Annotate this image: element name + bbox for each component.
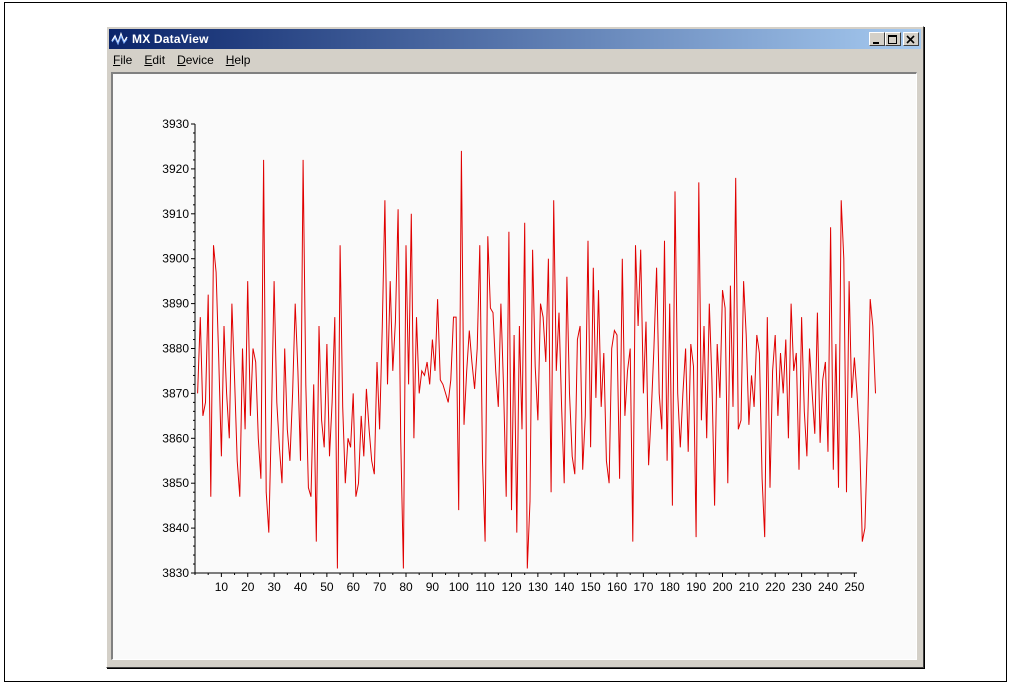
y-tick-label: 3860 [162,431,189,445]
y-tick-labels: 3830 3840 3850 3860 3870 3880 3890 3900 3910 3920… [162,117,189,580]
series-line [197,150,876,569]
x-tick-label: 120 [501,580,521,594]
y-tick-label: 3830 [162,566,189,580]
window-title: MX DataView [132,32,209,46]
x-tick-label: 90 [426,580,440,594]
x-tick-label: 70 [373,580,387,594]
x-tick-label: 240 [818,580,838,594]
x-tick-label: 10 [215,580,229,594]
minimize-icon [873,42,879,44]
menu-bar: File Edit Device Help [109,51,921,69]
x-tick-label: 130 [528,580,548,594]
x-tick-label: 200 [712,580,732,594]
y-tick-label: 3920 [162,162,189,176]
window-controls [869,32,919,46]
chart-axes [191,123,857,577]
x-tick-label: 150 [581,580,601,594]
x-tick-label: 110 [476,580,495,594]
waveform-app-icon [111,31,129,47]
x-tick-label: 210 [739,580,759,594]
app-window: MX DataView [106,26,924,668]
x-tick-label: 160 [607,580,627,594]
plot-series [197,150,876,569]
x-tick-label: 20 [241,580,255,594]
y-tick-label: 3900 [162,252,189,266]
x-tick-labels: 10 20 30 40 50 60 70 80 90 100 110 120 130 140 150 160 1… [215,580,865,594]
x-tick-label: 100 [449,580,469,594]
menu-file[interactable]: File [113,53,133,67]
y-tick-label: 3870 [162,386,189,400]
x-tick-label: 180 [660,580,680,594]
x-tick-label: 190 [686,580,706,594]
y-tick-label: 3930 [162,117,189,131]
y-tick-label: 3910 [162,207,189,221]
x-tick-label: 170 [633,580,653,594]
line-chart: 3830 3840 3850 3860 3870 3880 3890 3900 3910 3920… [162,117,876,594]
figure-frame: MX DataView [4,2,1007,682]
y-tick-label: 3880 [162,342,189,356]
menu-edit[interactable]: Edit [144,53,166,67]
x-tick-label: 80 [399,580,413,594]
y-tick-label: 3890 [162,297,189,311]
x-tick-label: 140 [554,580,574,594]
x-tick-label: 50 [320,580,334,594]
y-tick-label: 3850 [162,476,189,490]
x-tick-label: 30 [267,580,281,594]
minimize-button[interactable] [869,32,885,46]
x-tick-label: 230 [792,580,812,594]
x-tick-label: 220 [765,580,785,594]
menu-help[interactable]: Help [225,53,251,67]
x-tick-label: 40 [294,580,308,594]
close-button[interactable] [903,32,919,46]
maximize-button[interactable] [885,32,901,46]
title-bar[interactable]: MX DataView [109,29,921,49]
close-icon [906,35,915,44]
menu-device[interactable]: Device [177,53,214,67]
x-tick-label: 250 [844,580,864,594]
x-tick-label: 60 [347,580,361,594]
maximize-icon [888,35,897,44]
y-tick-label: 3840 [162,521,189,535]
chart-area: 3830 3840 3850 3860 3870 3880 3890 3900 3910 3920… [111,72,917,660]
